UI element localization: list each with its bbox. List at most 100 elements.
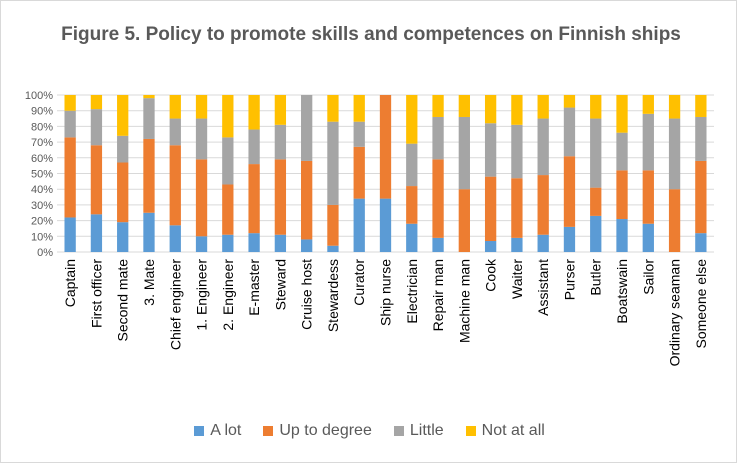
bar-segment (248, 129, 260, 165)
bar-segment (90, 109, 103, 146)
bar-segment (222, 184, 234, 235)
bar-segment (64, 110, 76, 138)
bar-segment (64, 217, 76, 252)
bar-segment (432, 95, 444, 117)
bar-segment (353, 146, 365, 199)
bar-segment (327, 204, 339, 246)
y-tick-label: 80% (31, 121, 53, 133)
bar-segment (484, 241, 497, 252)
bar-segment (195, 159, 208, 237)
bar-segment (642, 223, 654, 252)
bar-segment (379, 95, 392, 199)
bar-segment (143, 95, 155, 99)
legend-item: Up to degree (263, 422, 372, 440)
bar-segment (695, 116, 707, 161)
bar-segment (432, 159, 444, 238)
bar-segment (695, 233, 707, 252)
legend-label: A lot (210, 422, 242, 439)
x-tick-label: Butler (588, 259, 604, 296)
bar-segment (117, 162, 129, 223)
bar-segment (406, 143, 418, 187)
bar-segment (511, 237, 523, 252)
y-tick-label: 90% (31, 106, 53, 118)
x-tick-label: First officer (88, 259, 104, 328)
bar-segment (353, 95, 365, 122)
bar-segment (64, 95, 76, 111)
bar-segment (432, 116, 444, 160)
x-tick-label: 2. Engineer (220, 259, 236, 331)
bar-segment (668, 189, 681, 252)
bar-segment (458, 95, 470, 117)
bar-segment (169, 95, 181, 119)
bar-segment (353, 198, 365, 252)
y-tick-label: 10% (31, 231, 53, 243)
bar-segment (143, 98, 155, 139)
bar-segment (458, 116, 470, 190)
y-tick-label: 40% (31, 184, 53, 196)
bar-segment (117, 95, 129, 136)
bar-segment (274, 124, 287, 160)
x-tick-label: Waiter (509, 259, 525, 299)
bar-segment (616, 132, 628, 171)
bar-segment (590, 95, 602, 119)
x-tick-label: 3. Mate (141, 259, 157, 306)
x-tick-label: Assistant (535, 259, 551, 316)
legend-item: Little (393, 422, 444, 440)
y-tick-label: 100% (25, 90, 53, 102)
bar-segment (484, 123, 497, 177)
bar-segment (274, 234, 287, 252)
bar-segment (563, 95, 576, 108)
bar-segment (484, 176, 497, 242)
bar-segment (432, 237, 444, 252)
y-tick-label: 30% (31, 200, 53, 212)
x-tick-label: Purser (561, 259, 577, 301)
x-tick-label: Ordinary seaman (667, 259, 683, 366)
bar-segment (117, 222, 129, 252)
bar-segment (406, 223, 418, 252)
x-tick-label: Second mate (115, 259, 131, 342)
bar-segment (90, 95, 103, 110)
bar-segment (484, 95, 497, 124)
legend: A lot Up to degree Little Not at all (1, 422, 737, 440)
bar-segment (695, 160, 707, 234)
y-tick-label: 60% (31, 153, 53, 165)
x-tick-label: Stewardess (325, 259, 341, 332)
bar-segment (668, 118, 681, 190)
bar-segment (353, 121, 365, 147)
bar-segment (563, 107, 576, 157)
bar-segment (511, 124, 523, 179)
bar-segment (143, 138, 155, 213)
bar-segment (169, 118, 181, 146)
bar-segment (222, 137, 234, 185)
bar-segment (616, 170, 628, 220)
x-tick-label: Repair man (430, 259, 446, 331)
bar-segment (195, 95, 208, 119)
bar-segment (458, 189, 470, 252)
bar-segment (590, 118, 602, 188)
y-tick-label: 50% (31, 169, 53, 181)
legend-label: Little (409, 422, 444, 439)
x-tick-label: Someone else (693, 259, 709, 349)
bar-segment (222, 234, 234, 252)
bar-segment (248, 95, 260, 130)
bar-segment (195, 236, 208, 252)
bar-segment (248, 233, 260, 252)
chart-title: Figure 5. Policy to promote skills and c… (61, 24, 681, 45)
x-tick-label: Cook (483, 258, 499, 292)
bar-segment (642, 95, 654, 114)
bar-segment (195, 118, 208, 160)
bar-segment (537, 95, 549, 119)
legend-item: Not at all (465, 422, 545, 440)
x-tick-label: Boatswain (614, 259, 630, 324)
bar-segment (117, 135, 129, 163)
bar-segment (590, 215, 602, 252)
x-tick-label: Cruise host (299, 259, 315, 330)
bar-segment (616, 219, 628, 252)
bar-segment (379, 198, 392, 252)
x-tick-label: Sailor (640, 259, 656, 295)
x-tick-label: Chief engineer (167, 259, 183, 350)
bar-segment (511, 178, 523, 238)
legend-swatch (263, 426, 274, 436)
bar-segment (406, 186, 418, 224)
bar-segment (327, 245, 339, 252)
